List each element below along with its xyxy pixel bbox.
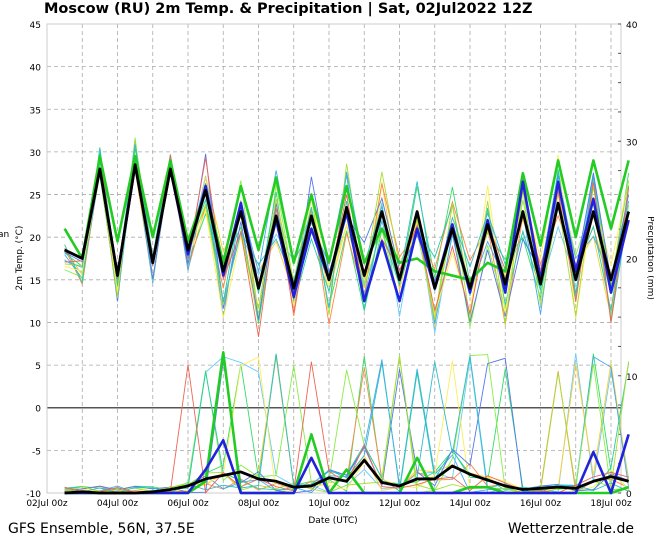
ensemble-member-precip-line — [64, 356, 630, 494]
y-tick-label: 0 — [35, 405, 41, 415]
y-tick-label: 10 — [30, 319, 42, 329]
operational-precip-line — [64, 434, 630, 495]
y-axis-label-clipped: an — [0, 230, 9, 240]
control-temp-line — [63, 154, 630, 282]
footer-source: Wetterzentrale.de — [508, 521, 634, 537]
y2-tick-label: 20 — [626, 256, 638, 266]
x-tick-label: 16Jul 00z — [520, 499, 562, 509]
y-tick-label: 45 — [30, 21, 41, 31]
control-precip-line — [64, 350, 630, 495]
footer-model-info: GFS Ensemble, 56N, 37.5E — [8, 521, 195, 537]
ensemble-member-precip-line — [64, 362, 630, 494]
x-tick-label: 04Jul 00z — [97, 499, 139, 509]
x-tick-label: 12Jul 00z — [379, 499, 421, 509]
ensemble-member-precip-line — [64, 357, 630, 493]
mean-precip-line — [64, 458, 629, 495]
y-tick-label: -10 — [26, 490, 41, 500]
chart-title: Moscow (RU) 2m Temp. & Precipitation | S… — [44, 1, 533, 17]
y-tick-label: -5 — [32, 447, 41, 457]
y2-tick-label: 30 — [626, 138, 638, 148]
x-axis-label: Date (UTC) — [308, 516, 357, 526]
y-tick-label: 25 — [30, 192, 41, 202]
ensemble-member-precip-line — [64, 354, 629, 494]
y-axis-label: 2m Temp. (°C) — [15, 226, 25, 291]
y-tick-label: 15 — [30, 277, 41, 287]
ensemble-member-precip-line — [64, 367, 629, 493]
x-tick-label: 06Jul 00z — [167, 499, 209, 509]
x-tick-label: 08Jul 00z — [238, 499, 280, 509]
y-tick-label: 5 — [35, 362, 41, 372]
mean-temp-line — [64, 163, 630, 290]
y-tick-label: 30 — [30, 149, 42, 159]
ensemble-member-precip-line — [64, 361, 629, 495]
x-tick-label: 14Jul 00z — [449, 499, 491, 509]
ensemble-member-precip-line — [64, 354, 629, 494]
y-tick-label: 40 — [30, 64, 42, 74]
y-tick-label: 20 — [30, 234, 42, 244]
ensemble-member-precip-line — [64, 353, 630, 494]
ensemble-member-precip-line — [64, 356, 629, 494]
x-tick-label: 18Jul 00z — [590, 499, 632, 509]
y-tick-label: 35 — [30, 106, 41, 116]
y2-tick-label: 10 — [626, 373, 638, 383]
y2-tick-label: 0 — [626, 490, 632, 500]
x-tick-label: 10Jul 00z — [308, 499, 350, 509]
y2-tick-label: 40 — [626, 21, 638, 31]
y2-axis-label: Precipitation (mm) — [645, 216, 654, 300]
ensemble-member-precip-line — [64, 357, 629, 494]
x-tick-label: 02Jul 00z — [26, 499, 68, 509]
ensemble-member-precip-line — [64, 356, 630, 494]
